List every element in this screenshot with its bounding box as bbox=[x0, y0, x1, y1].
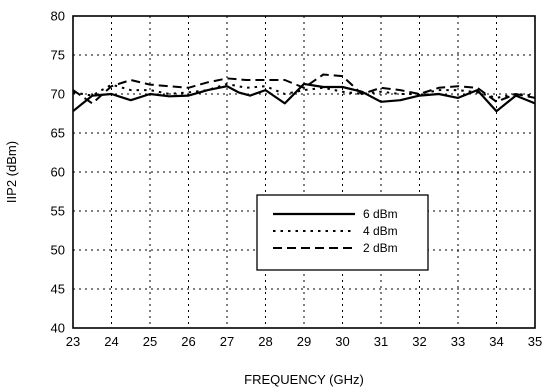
y-tick-label: 70 bbox=[51, 87, 65, 102]
grid bbox=[73, 16, 535, 328]
x-tick-label: 23 bbox=[66, 334, 80, 349]
y-tick-label: 75 bbox=[51, 48, 65, 63]
x-tick-label: 25 bbox=[143, 334, 157, 349]
x-tick-label: 28 bbox=[258, 334, 272, 349]
x-tick-label: 34 bbox=[489, 334, 503, 349]
x-tick-label: 32 bbox=[412, 334, 426, 349]
legend-label: 2 dBm bbox=[363, 241, 398, 255]
y-tick-label: 65 bbox=[51, 126, 65, 141]
legend: 6 dBm 4 dBm 2 dBm bbox=[256, 194, 429, 271]
y-axis-title: IIP2 (dBm) bbox=[4, 141, 19, 203]
y-tick-label: 45 bbox=[51, 282, 65, 297]
legend-box bbox=[256, 194, 429, 271]
x-tick-label: 35 bbox=[528, 334, 542, 349]
ticks: 23 24 25 26 27 28 29 30 31 32 33 34 35 40 45 50 55 60 65 70… bbox=[51, 9, 543, 350]
series-line-6-dbm bbox=[72, 82, 536, 113]
legend-label: 6 dBm bbox=[363, 207, 398, 221]
plot-frame bbox=[72, 15, 536, 329]
x-tick-label: 30 bbox=[335, 334, 349, 349]
x-tick-label: 24 bbox=[104, 334, 118, 349]
series-lines bbox=[72, 73, 536, 113]
x-tick-label: 31 bbox=[374, 334, 388, 349]
y-tick-label: 60 bbox=[51, 165, 65, 180]
y-tick-label: 40 bbox=[51, 321, 65, 336]
legend-label: 4 dBm bbox=[363, 224, 398, 238]
x-tick-label: 29 bbox=[297, 334, 311, 349]
x-tick-label: 33 bbox=[451, 334, 465, 349]
x-axis-title: FREQUENCY (GHz) bbox=[244, 372, 364, 387]
y-tick-label: 55 bbox=[51, 204, 65, 219]
x-tick-label: 26 bbox=[181, 334, 195, 349]
x-tick-label: 27 bbox=[220, 334, 234, 349]
y-tick-label: 80 bbox=[51, 9, 65, 24]
series-line-2-dbm bbox=[72, 73, 536, 105]
y-tick-label: 50 bbox=[51, 243, 65, 258]
